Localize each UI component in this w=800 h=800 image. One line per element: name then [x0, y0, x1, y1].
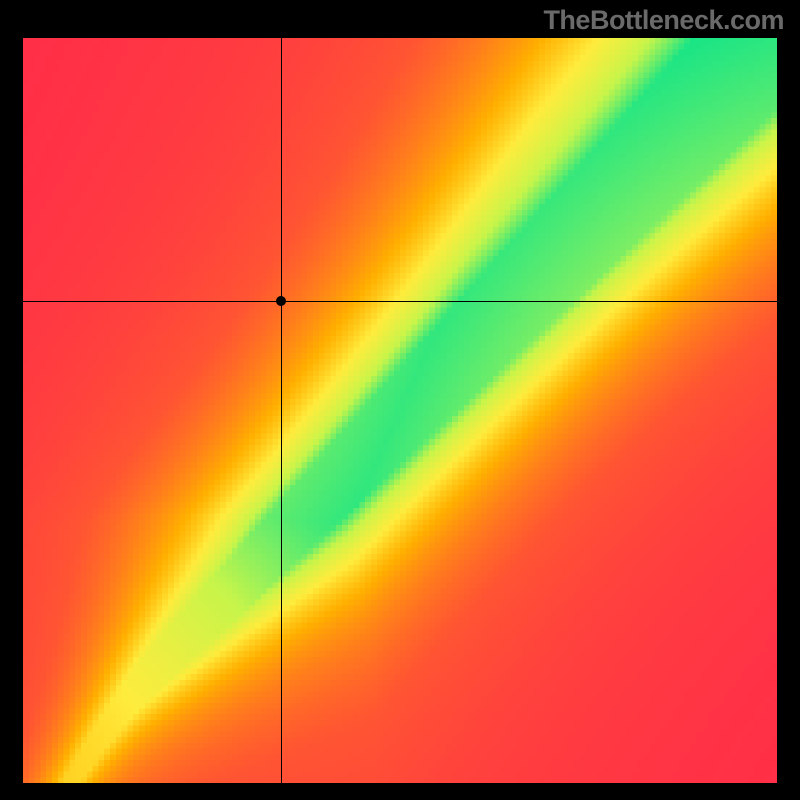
heatmap-plot	[23, 38, 777, 783]
chart-container: TheBottleneck.com	[0, 0, 800, 800]
heatmap-canvas	[23, 38, 777, 783]
crosshair-vertical	[281, 38, 282, 783]
crosshair-horizontal	[23, 301, 777, 302]
marker-dot	[276, 296, 286, 306]
watermark-text: TheBottleneck.com	[543, 5, 784, 36]
